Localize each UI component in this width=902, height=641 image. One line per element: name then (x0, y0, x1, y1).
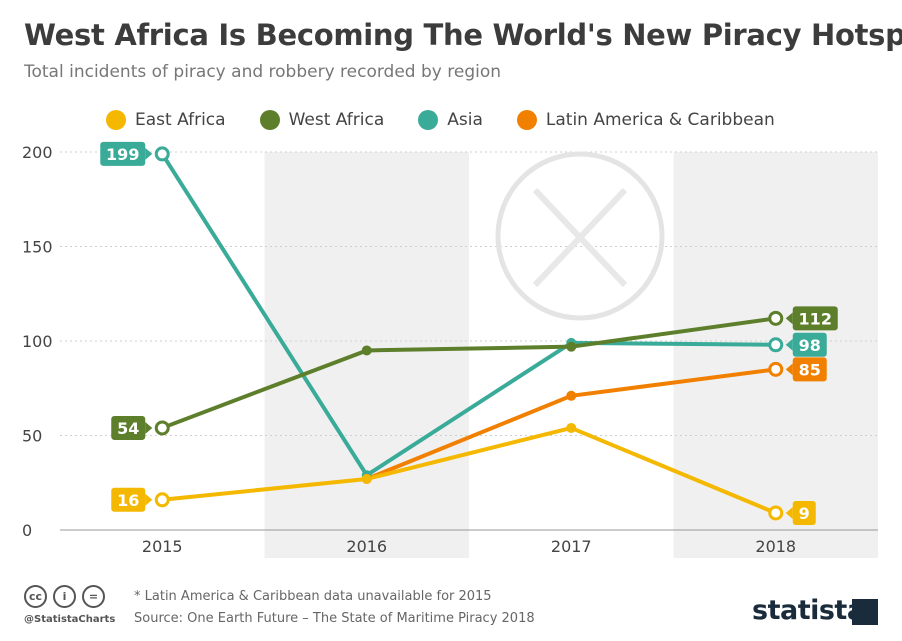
value-label: 9 (799, 504, 810, 523)
value-label-pointer (785, 506, 793, 519)
legend-item-west-africa: West Africa (259, 110, 385, 130)
value-label: 199 (106, 145, 139, 164)
value-label-badge (792, 500, 816, 525)
statista-logo-mark (852, 599, 878, 625)
statista-logo: statista (752, 595, 865, 626)
watermark-emblem-icon (495, 151, 665, 321)
social-handle: @StatistaCharts (24, 614, 116, 625)
data-point (768, 337, 784, 353)
x-tick-label: 2018 (755, 537, 796, 556)
data-point (154, 146, 170, 162)
value-label-badge (100, 141, 146, 166)
no-derivatives-icon: = (82, 585, 105, 608)
legend-label: Asia (447, 110, 483, 130)
data-point (566, 341, 577, 352)
legend-item-east-africa: East Africa (106, 110, 226, 130)
data-point (768, 361, 784, 377)
watermark-sword-icon (532, 187, 628, 288)
legend-label: East Africa (135, 110, 226, 130)
value-label-pointer (145, 147, 153, 160)
license-icons: cc i = (24, 585, 105, 608)
value-label-badge (792, 306, 838, 331)
legend: East Africa West Africa Asia Latin Ameri… (106, 110, 775, 130)
value-label-pointer (145, 421, 153, 434)
legend-item-latin-america: Latin America & Caribbean (516, 110, 775, 130)
series-line (160, 151, 778, 478)
value-label: 85 (799, 360, 821, 379)
x-tick-label: 2015 (142, 537, 183, 556)
value-label-pointer (785, 312, 793, 325)
chart-title: West Africa Is Becoming The World's New … (24, 18, 902, 52)
data-point (361, 473, 372, 484)
value-label: 112 (799, 309, 832, 328)
legend-swatch (516, 110, 537, 130)
value-label-pointer (785, 338, 793, 351)
legend-label: Latin America & Caribbean (545, 110, 775, 130)
y-tick-label: 100 (22, 332, 53, 351)
chart-subtitle: Total incidents of piracy and robbery re… (24, 62, 502, 82)
data-point (566, 390, 577, 401)
y-tick-label: 150 (22, 238, 53, 257)
legend-swatch (418, 110, 439, 130)
value-label: 16 (117, 491, 139, 510)
attribution-icon: i (53, 585, 76, 608)
value-label: 98 (799, 336, 821, 355)
y-tick-label: 0 (22, 521, 32, 540)
legend-swatch (259, 110, 280, 130)
data-point (154, 420, 170, 436)
legend-swatch (106, 110, 126, 130)
column-band (673, 152, 878, 558)
data-point (768, 310, 784, 326)
series-line (160, 425, 778, 515)
value-label-badge (792, 357, 827, 382)
value-label-badge (111, 487, 146, 512)
footnote: * Latin America & Caribbean data unavail… (134, 589, 492, 604)
data-point (361, 345, 372, 356)
source-note: Source: One Earth Future – The State of … (134, 611, 535, 626)
y-tick-label: 200 (22, 143, 53, 162)
value-label-badge (111, 415, 146, 440)
y-tick-label: 50 (22, 427, 42, 446)
x-tick-label: 2016 (346, 537, 387, 556)
value-label-badge (792, 332, 827, 357)
legend-label: West Africa (288, 110, 385, 130)
value-label-pointer (785, 363, 793, 376)
data-point (768, 505, 784, 521)
value-label-pointer (145, 493, 153, 506)
value-label: 54 (117, 419, 139, 438)
data-point (154, 492, 170, 508)
data-point (566, 422, 577, 433)
legend-item-asia: Asia (418, 110, 483, 130)
creative-commons-icon: cc (24, 585, 47, 608)
x-tick-label: 2017 (551, 537, 592, 556)
series-line (160, 316, 778, 430)
